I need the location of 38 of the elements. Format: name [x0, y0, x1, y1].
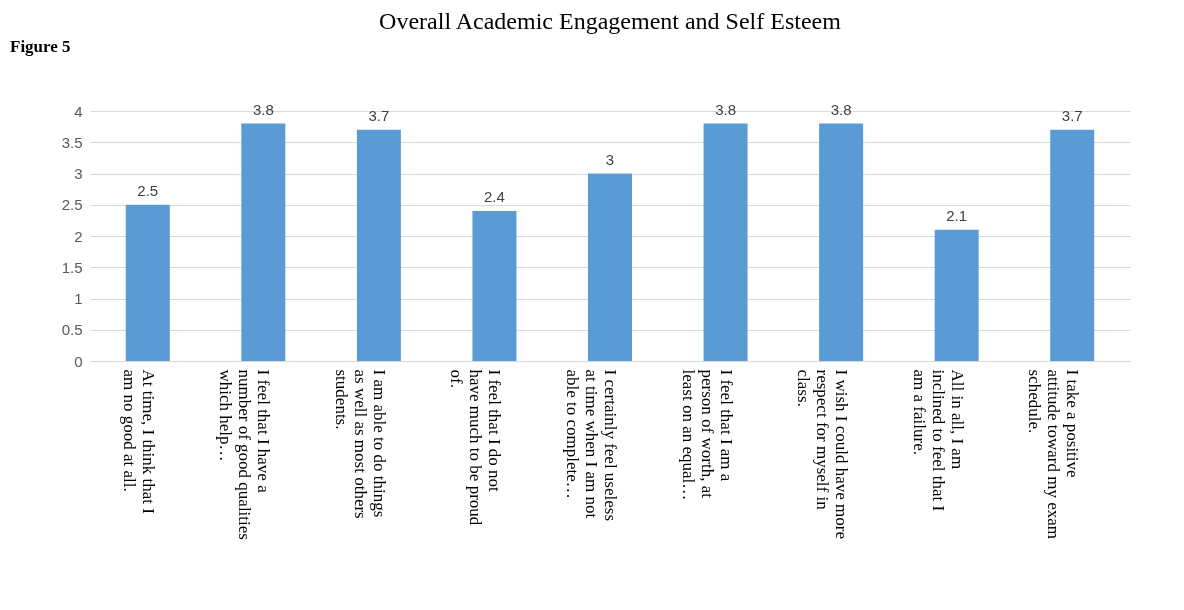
chart-title: Overall Academic Engagement and Self Esteem	[379, 8, 842, 34]
data-label: 2.4	[484, 188, 505, 205]
data-label: 3.7	[368, 106, 390, 124]
data-label: 3.8	[715, 100, 736, 118]
data-label: 3	[605, 150, 615, 168]
x-tick-label: I feel that I am a person of worth, at least on an equal…	[678, 369, 736, 501]
caption: Figure 5	[10, 37, 71, 56]
data-label: 3.8	[252, 100, 274, 118]
x-tick-label: At time, I think that I am no good at all.	[119, 369, 158, 515]
y-tick-label: 3.5	[61, 133, 83, 151]
bar	[1050, 129, 1095, 361]
data-label: 2.1	[946, 206, 968, 224]
bar	[934, 229, 979, 361]
bar	[472, 211, 517, 361]
y-tick-label: 0.5	[61, 321, 83, 339]
y-tick-label: 2.5	[61, 196, 83, 214]
bar	[703, 123, 748, 361]
x-tick-label: I wish I could have more respect for myself in class.	[794, 369, 852, 539]
x-tick-label: I am able to do things as well as most others students.	[331, 369, 389, 519]
y-tick-label: 1.5	[61, 258, 83, 276]
data-label: 3.7	[1061, 106, 1083, 124]
bar	[125, 204, 170, 361]
data-label: 3.8	[830, 100, 852, 118]
x-tick-label: I take a positive attitude toward my exam schedule.	[1025, 369, 1083, 539]
y-tick-label: 2	[74, 227, 83, 245]
bar	[819, 123, 864, 361]
x-tick-label: I feel that I have a number of good qualities which help…	[216, 369, 274, 540]
y-tick-label: 3	[74, 165, 83, 182]
bar	[241, 123, 286, 361]
y-tick-label: 1	[74, 290, 83, 307]
y-tick-label: 4	[74, 102, 83, 120]
x-tick-label: I feel that I do not have much to be proud of.	[447, 369, 505, 526]
x-tick-label: All in all, I am inclined to feel that I am a failure.	[909, 369, 967, 512]
bar	[588, 173, 632, 361]
x-tick-label: I certainly feel useless at time when I am not able to complete…	[563, 369, 620, 522]
bar	[356, 129, 401, 361]
data-label: 2.5	[137, 181, 159, 199]
y-tick-label: 0	[74, 352, 83, 370]
